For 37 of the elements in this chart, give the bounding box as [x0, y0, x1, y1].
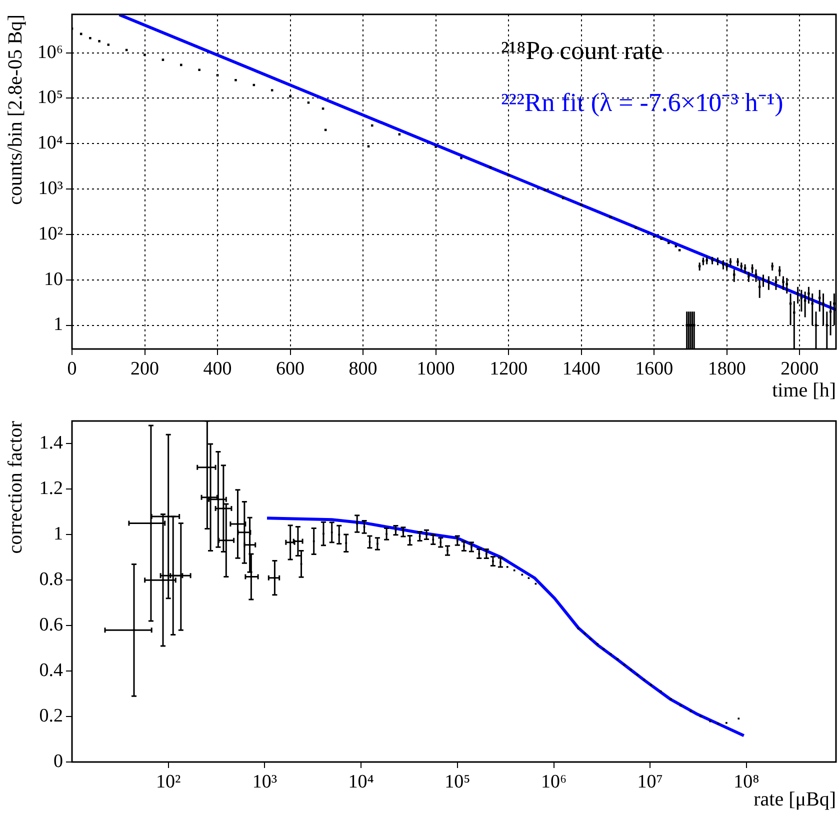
x-tick-label: 1000 — [416, 358, 455, 380]
x-tick-label: 10⁷ — [637, 771, 663, 792]
y-tick-label: 10³ — [38, 178, 64, 199]
y-tick-label: 0.6 — [39, 614, 63, 636]
y-tick-label: 1.4 — [39, 432, 64, 454]
x-tick-label: 10⁶ — [540, 771, 567, 792]
x-tick-label: 600 — [276, 358, 305, 380]
x-tick-label: 400 — [203, 358, 232, 380]
x-tick-label: 800 — [348, 358, 378, 380]
x-tick-label: 1800 — [708, 358, 746, 380]
y-tick-label: 0 — [54, 750, 63, 772]
text: ²¹⁸Po count rate — [501, 36, 663, 66]
y-tick-label: 1 — [54, 314, 63, 336]
y-axis-title: correction factor — [4, 420, 26, 554]
y-tick-label: 0.8 — [39, 569, 63, 590]
x-tick-label: 10⁴ — [348, 771, 374, 792]
x-tick-label: 0 — [67, 358, 77, 380]
x-tick-label: 10³ — [252, 771, 278, 792]
y-tick-label: 0.4 — [39, 660, 64, 682]
y-tick-label: 10⁶ — [37, 42, 63, 63]
x-tick-label: 1400 — [562, 358, 600, 380]
x-tick-label: 1600 — [635, 358, 674, 380]
y-tick-label: 10⁴ — [37, 132, 64, 154]
x-tick-label: 10⁵ — [444, 771, 470, 792]
y-tick-label: 1 — [54, 524, 63, 545]
y-tick-label: 10 — [44, 268, 63, 290]
series-label: ²²²Rn fit (λ = -7.6×10⁻³ h⁻¹) — [501, 88, 784, 118]
x-tick-label: 200 — [130, 358, 160, 380]
x-tick-label: 10² — [156, 771, 181, 792]
x-tick-label: 2000 — [780, 358, 819, 380]
y-tick-label: 10² — [38, 223, 64, 244]
y-tick-label: 1.2 — [39, 478, 63, 500]
x-axis-title: time [h] — [772, 379, 836, 402]
y-axis-title: counts/bin [2.8e-05 Bq] — [4, 14, 26, 205]
y-tick-label: 0.2 — [39, 706, 63, 727]
x-tick-label: 1200 — [490, 358, 528, 380]
y-tick-label: 10⁵ — [37, 87, 63, 108]
